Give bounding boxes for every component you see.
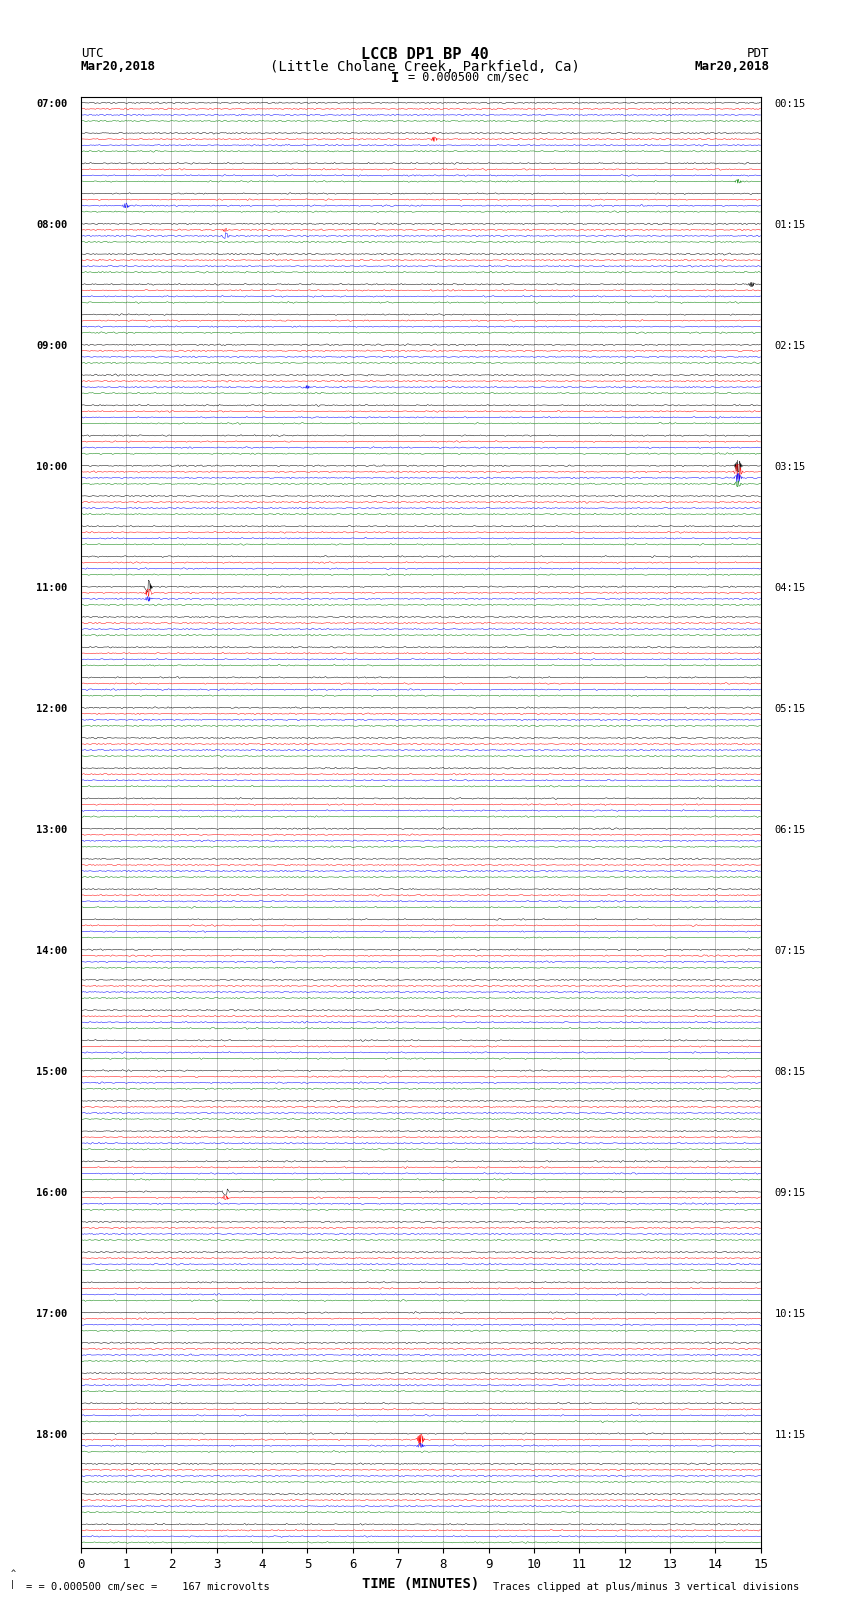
Text: PDT: PDT [747,47,769,60]
Text: (Little Cholane Creek, Parkfield, Ca): (Little Cholane Creek, Parkfield, Ca) [270,60,580,74]
Text: 04:15: 04:15 [774,584,806,594]
Text: 11:00: 11:00 [36,584,67,594]
Text: LCCB DP1 BP 40: LCCB DP1 BP 40 [361,47,489,61]
Text: Mar20,2018: Mar20,2018 [694,60,769,73]
Text: = 0.000500 cm/sec: = 0.000500 cm/sec [408,71,529,84]
Text: 03:15: 03:15 [774,463,806,473]
Text: 15:00: 15:00 [36,1068,67,1077]
Text: 05:15: 05:15 [774,705,806,715]
Text: Mar20,2018: Mar20,2018 [81,60,156,73]
Text: 11:15: 11:15 [774,1431,806,1440]
X-axis label: TIME (MINUTES): TIME (MINUTES) [362,1578,479,1590]
Text: 09:00: 09:00 [36,342,67,352]
Text: 02:15: 02:15 [774,342,806,352]
Text: 07:15: 07:15 [774,947,806,957]
Text: 07:00: 07:00 [36,100,67,110]
Text: 10:15: 10:15 [774,1310,806,1319]
Text: 13:00: 13:00 [36,826,67,836]
Text: 12:00: 12:00 [36,705,67,715]
Text: 18:00: 18:00 [36,1431,67,1440]
Text: 14:00: 14:00 [36,947,67,957]
Text: 00:15: 00:15 [774,100,806,110]
Text: 08:00: 08:00 [36,221,67,231]
Text: 09:15: 09:15 [774,1189,806,1198]
Text: = = 0.000500 cm/sec =    167 microvolts: = = 0.000500 cm/sec = 167 microvolts [26,1582,269,1592]
Text: 08:15: 08:15 [774,1068,806,1077]
Text: I: I [391,71,399,85]
Text: 10:00: 10:00 [36,463,67,473]
Text: ^
|: ^ | [10,1569,15,1589]
Text: 16:00: 16:00 [36,1189,67,1198]
Text: UTC: UTC [81,47,103,60]
Text: 01:15: 01:15 [774,221,806,231]
Text: 06:15: 06:15 [774,826,806,836]
Text: Traces clipped at plus/minus 3 vertical divisions: Traces clipped at plus/minus 3 vertical … [493,1582,799,1592]
Text: 17:00: 17:00 [36,1310,67,1319]
